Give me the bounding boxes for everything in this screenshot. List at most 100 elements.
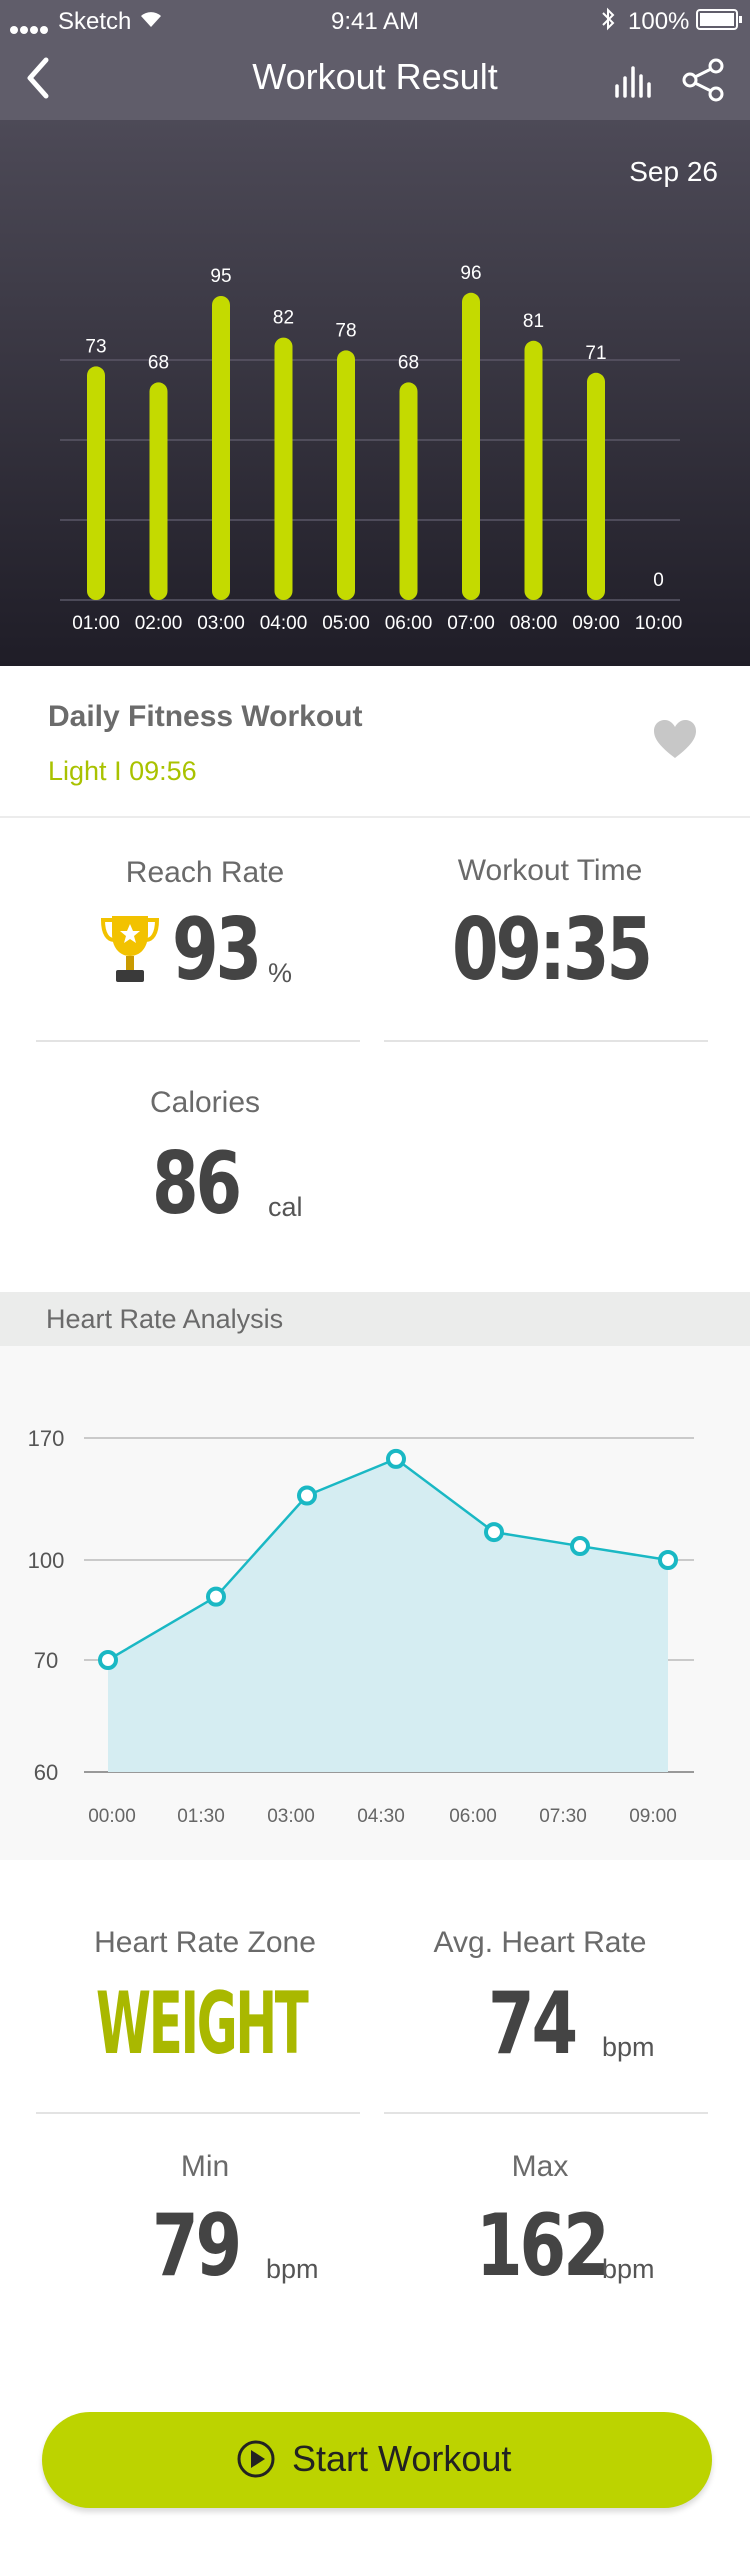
heart-rate-zone-value: WEIGHT — [96, 1974, 309, 2074]
trophy-icon — [100, 910, 160, 993]
play-circle-icon — [236, 2439, 276, 2479]
heart-rate-point — [386, 1448, 406, 1469]
workout-separator: I — [114, 756, 122, 786]
heart-rate-point — [570, 1536, 590, 1557]
bar-value-label: 82 — [273, 308, 294, 329]
heart-rate-zone-label: Heart Rate Zone — [94, 1926, 316, 1959]
workout-name: Daily Fitness Workout — [48, 700, 363, 733]
bar — [212, 296, 230, 600]
bar-chart-icon — [615, 66, 651, 98]
back-button[interactable] — [14, 50, 58, 106]
bar-value-label: 81 — [523, 311, 544, 332]
bar — [524, 340, 543, 600]
bluetooth-icon — [600, 6, 616, 39]
battery-icon — [696, 8, 744, 39]
calories-unit: cal — [268, 1192, 303, 1222]
bar-chart-svg: 73 01:00 68 02:00 95 03:00 82 04:00 78 05:00 68 06:… — [60, 263, 683, 634]
y-tick-label: 60 — [34, 1760, 58, 1785]
start-workout-button[interactable]: Start Workout — [42, 2412, 712, 2508]
bar-value-label: 71 — [585, 343, 606, 364]
x-tick-label: 05:00 — [322, 613, 370, 634]
favorite-button[interactable] — [652, 718, 698, 760]
y-tick-label: 100 — [28, 1548, 65, 1573]
x-tick-label: 10:00 — [635, 613, 683, 634]
y-tick-label: 170 — [28, 1426, 65, 1451]
workout-info-card: Daily Fitness Workout Light I 09:56 — [0, 666, 750, 818]
bar-value-label: 96 — [460, 263, 481, 284]
bar-value-label: 73 — [85, 336, 106, 357]
x-tick-label: 04:30 — [357, 1806, 405, 1827]
workout-time-label: Workout Time — [457, 854, 643, 887]
bar — [462, 292, 480, 600]
bar — [274, 337, 293, 600]
x-tick-label: 09:00 — [572, 613, 620, 634]
heart-rate-point — [297, 1485, 317, 1506]
min-heart-rate-value: 79 — [152, 2196, 242, 2296]
wifi-icon — [138, 8, 164, 36]
stats-button[interactable] — [612, 60, 656, 104]
max-heart-rate-label: Max — [511, 2150, 569, 2183]
x-tick-label: 00:00 — [88, 1806, 136, 1827]
bar — [399, 382, 418, 600]
chevron-left-icon — [27, 57, 49, 99]
x-tick-label: 06:00 — [385, 613, 433, 634]
chart-date: Sep 26 — [629, 156, 718, 187]
x-tick-label: 01:00 — [72, 613, 120, 634]
x-tick-label: 04:00 — [260, 613, 308, 634]
share-icon — [682, 58, 724, 102]
reach-rate-label: Reach Rate — [125, 856, 285, 889]
bar — [87, 366, 105, 600]
reach-rate-unit: % — [268, 958, 293, 988]
workout-bar-chart: Sep 26 73 01:00 68 02:00 95 03:00 82 04:00 78 05:… — [0, 120, 750, 666]
heart-rate-area — [108, 1458, 668, 1772]
x-tick-label: 07:00 — [447, 613, 495, 634]
min-heart-rate-unit: bpm — [266, 2254, 319, 2284]
bar-value-label: 68 — [398, 352, 419, 373]
heart-rate-chart: 60 70 100 170 00:00 01:30 03:00 04:30 06:00 07:30… — [0, 1346, 750, 1860]
heart-rate-point — [98, 1650, 118, 1670]
bar — [149, 382, 168, 600]
carrier-label: Sketch — [58, 8, 132, 35]
x-tick-label: 02:00 — [135, 613, 183, 634]
bar-value-label: 0 — [653, 570, 664, 591]
divider — [36, 1040, 360, 1042]
heart-rate-section-title: Heart Rate Analysis — [46, 1304, 284, 1334]
heart-rate-section-header: Heart Rate Analysis — [0, 1292, 750, 1346]
bar-value-label: 95 — [210, 266, 231, 287]
calories-value: 86 — [152, 1134, 242, 1234]
heart-icon — [654, 720, 696, 758]
heart-rate-point — [658, 1550, 678, 1570]
bar-value-label: 78 — [335, 320, 356, 341]
heart-rate-point — [206, 1586, 226, 1607]
nav-bar: Workout Result — [0, 44, 750, 120]
calories-label: Calories — [149, 1086, 261, 1119]
x-tick-label: 03:00 — [267, 1806, 315, 1827]
y-tick-label: 70 — [34, 1648, 58, 1673]
top-bar: Sketch 9:41 AM 100% Workout Result — [0, 0, 750, 120]
max-heart-rate-value: 162 — [476, 2196, 610, 2296]
workout-intensity: Light — [48, 756, 107, 786]
avg-heart-rate-value: 74 — [488, 1974, 578, 2074]
page-title: Workout Result — [252, 56, 498, 97]
avg-heart-rate-unit: bpm — [602, 2032, 655, 2062]
divider — [36, 2112, 360, 2114]
bar — [587, 372, 605, 600]
status-bar: Sketch 9:41 AM 100% — [0, 0, 750, 44]
x-tick-label: 06:00 — [449, 1806, 497, 1827]
divider — [384, 1040, 708, 1042]
x-tick-label: 08:00 — [510, 613, 558, 634]
x-tick-label: 03:00 — [197, 613, 245, 634]
min-heart-rate-label: Min — [180, 2150, 230, 2183]
x-tick-label: 09:00 — [629, 1806, 677, 1827]
avg-heart-rate-label: Avg. Heart Rate — [433, 1926, 647, 1959]
heart-rate-point — [484, 1522, 504, 1543]
reach-rate-value: 93 — [172, 900, 262, 1000]
x-tick-label: 01:30 — [177, 1806, 225, 1827]
x-tick-label: 07:30 — [539, 1806, 587, 1827]
battery-label: 100% — [628, 8, 690, 35]
bar-value-label: 68 — [148, 352, 169, 373]
workout-time-value: 09:35 — [452, 900, 653, 1000]
workout-duration: 09:56 — [129, 756, 197, 786]
share-button[interactable] — [680, 56, 728, 104]
max-heart-rate-unit: bpm — [602, 2254, 655, 2284]
